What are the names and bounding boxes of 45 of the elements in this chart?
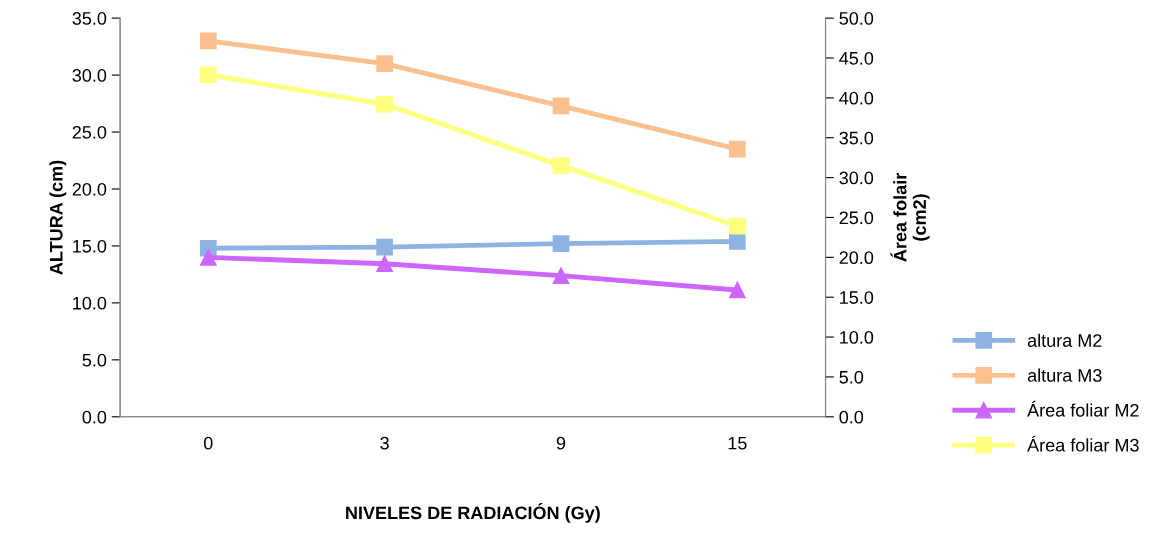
- y2-tick-label: 25.0: [839, 211, 874, 225]
- y-tick-label: 20.0: [72, 182, 107, 196]
- x-tick-label: 0: [203, 436, 213, 450]
- y2-tick-label: 10.0: [840, 331, 874, 344]
- y2-tick-label: 0.0: [839, 410, 864, 424]
- y-tick-label: 35.0: [72, 12, 107, 25]
- point: [376, 238, 393, 256]
- point: [729, 281, 746, 299]
- y2-tick-label: 50.0: [839, 12, 874, 25]
- point: [376, 255, 393, 273]
- y2-tick-label: 15.0: [840, 291, 874, 304]
- point: [729, 217, 746, 235]
- y2-tick-label: 30.0: [839, 171, 874, 185]
- y2-axis-title: Área folair (cm2): [890, 173, 930, 262]
- y-tick-label: 25.0: [72, 125, 107, 139]
- point: [376, 55, 393, 73]
- x-tick-label: 9: [556, 436, 566, 450]
- y2-tick-label: 40.0: [839, 91, 874, 105]
- point: [729, 233, 746, 250]
- point: [199, 32, 217, 50]
- y2-tick-label: 20.0: [839, 251, 874, 265]
- point: [376, 95, 393, 113]
- y-tick-label: 5.0: [82, 353, 107, 367]
- y-tick-label: 15.0: [73, 239, 107, 253]
- point: [552, 235, 570, 252]
- y2-tick-label: 5.0: [839, 370, 864, 384]
- legend-label: Área foliar M3: [1027, 435, 1139, 452]
- x-tick-label: 15: [728, 436, 747, 450]
- x-tick-label: 3: [380, 436, 389, 450]
- y2-tick-label: 35.0: [839, 131, 874, 145]
- legend-label: Área foliar M2: [1027, 400, 1139, 417]
- y-tick-label: 30.0: [72, 69, 107, 82]
- x-axis-title: NIVELES DE RADIACIÓN (Gy): [346, 503, 600, 523]
- point: [199, 248, 217, 266]
- point: [552, 97, 570, 115]
- legend-label: altura M2: [1027, 333, 1102, 347]
- y-tick-label: 10.0: [73, 296, 107, 310]
- point: [552, 267, 570, 285]
- y-tick-label: 0.0: [82, 410, 107, 424]
- point: [552, 157, 570, 174]
- legend-label: altura M3: [1027, 368, 1102, 382]
- y2-tick-label: 45.0: [839, 51, 874, 65]
- point: [199, 66, 217, 84]
- y-axis-title: ALTURA (cm): [49, 160, 67, 275]
- point: [729, 140, 746, 158]
